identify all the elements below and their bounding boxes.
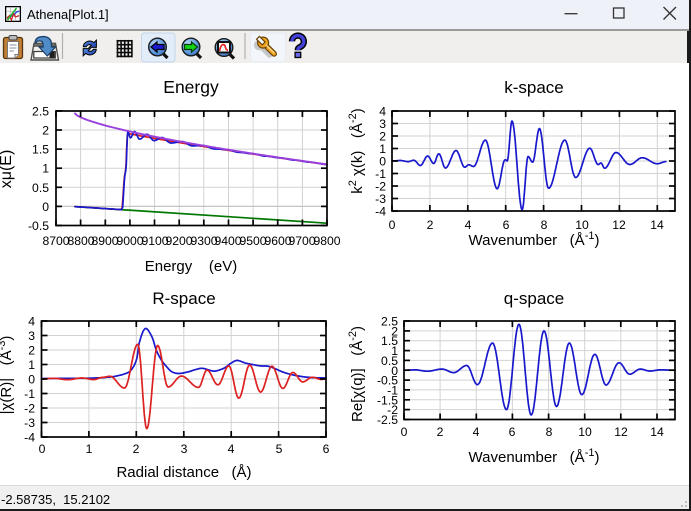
svg-text:k2 χ(k) (Å-2): k2 χ(k) (Å-2) [347,108,366,193]
svg-text:0: 0 [391,364,398,378]
svg-text:2: 2 [427,218,434,232]
svg-text:0.5: 0.5 [32,181,49,195]
svg-text:4: 4 [28,315,35,329]
svg-text:5: 5 [276,442,283,456]
svg-text:-2: -2 [24,402,35,416]
svg-text:9300: 9300 [190,234,217,248]
svg-text:10: 10 [578,425,592,439]
svg-text:9500: 9500 [239,234,266,248]
svg-text:9100: 9100 [141,234,168,248]
svg-text:Wavenumber (Å-1): Wavenumber (Å-1) [469,230,600,249]
svg-text:2: 2 [437,425,444,439]
svg-text:-2: -2 [387,403,398,417]
svg-text:-4: -4 [24,431,35,445]
svg-text:Energy (eV): Energy (eV) [145,258,238,275]
svg-text:8900: 8900 [91,234,118,248]
svg-text:2: 2 [391,324,398,338]
svg-text:|χ(R)| (Å-3): |χ(R)| (Å-3) [0,336,15,415]
svg-text:6: 6 [323,442,330,456]
svg-text:4: 4 [379,105,386,119]
svg-text:8700: 8700 [42,234,69,248]
svg-text:9800: 9800 [313,234,340,248]
svg-text:0: 0 [401,425,408,439]
svg-text:1: 1 [379,142,386,156]
svg-text:10: 10 [575,218,589,232]
svg-text:9400: 9400 [214,234,241,248]
svg-text:12: 12 [614,425,628,439]
svg-text:-3: -3 [24,416,35,430]
svg-text:-1: -1 [24,387,35,401]
svg-text:Radial distance (Å): Radial distance (Å) [116,464,251,481]
svg-text:1: 1 [42,162,49,176]
svg-text:-2: -2 [375,180,386,194]
svg-text:k-space: k-space [504,78,564,97]
svg-text:R-space: R-space [152,289,215,308]
svg-text:xμ(E): xμ(E) [0,150,15,189]
svg-text:14: 14 [650,218,664,232]
svg-text:3: 3 [379,117,386,131]
svg-text:2.5: 2.5 [32,104,49,118]
svg-text:9700: 9700 [288,234,315,248]
svg-text:1: 1 [391,344,398,358]
svg-text:0.5: 0.5 [381,354,398,368]
svg-text:-2.5: -2.5 [377,413,398,427]
svg-text:-0.5: -0.5 [28,219,49,233]
svg-text:-1.5: -1.5 [377,393,398,407]
svg-text:8: 8 [546,425,553,439]
svg-text:Re[χ(q)] (Å-2): Re[χ(q)] (Å-2) [347,326,366,422]
svg-text:1: 1 [28,358,35,372]
svg-text:2: 2 [379,130,386,144]
svg-text:2: 2 [28,344,35,358]
svg-text:-1: -1 [375,167,386,181]
svg-text:-3: -3 [375,192,386,206]
svg-text:14: 14 [650,425,664,439]
svg-text:1: 1 [86,442,93,456]
svg-text:2: 2 [133,442,140,456]
svg-text:9200: 9200 [165,234,192,248]
svg-text:2.5: 2.5 [381,315,398,329]
svg-text:2: 2 [42,124,49,138]
svg-text:9000: 9000 [116,234,143,248]
svg-text:4: 4 [473,425,480,439]
svg-text:Wavenumber (Å-1): Wavenumber (Å-1) [469,447,600,466]
svg-text:-0.5: -0.5 [377,374,398,388]
svg-text:1.5: 1.5 [381,334,398,348]
svg-text:-4: -4 [375,205,386,219]
svg-text:6: 6 [503,218,510,232]
svg-text:-1: -1 [387,383,398,397]
svg-text:4: 4 [228,442,235,456]
svg-text:8800: 8800 [67,234,94,248]
svg-text:q-space: q-space [504,289,564,308]
svg-text:3: 3 [28,329,35,343]
svg-text:12: 12 [612,218,626,232]
svg-text:1.5: 1.5 [32,143,49,157]
svg-text:6: 6 [509,425,516,439]
svg-text:3: 3 [181,442,188,456]
svg-text:9600: 9600 [264,234,291,248]
svg-text:0: 0 [28,373,35,387]
svg-text:8: 8 [541,218,548,232]
svg-text:Energy: Energy [163,77,219,97]
svg-text:0: 0 [389,218,396,232]
svg-text:0: 0 [379,155,386,169]
svg-text:0: 0 [39,442,46,456]
svg-text:4: 4 [465,218,472,232]
svg-text:0: 0 [42,200,49,214]
